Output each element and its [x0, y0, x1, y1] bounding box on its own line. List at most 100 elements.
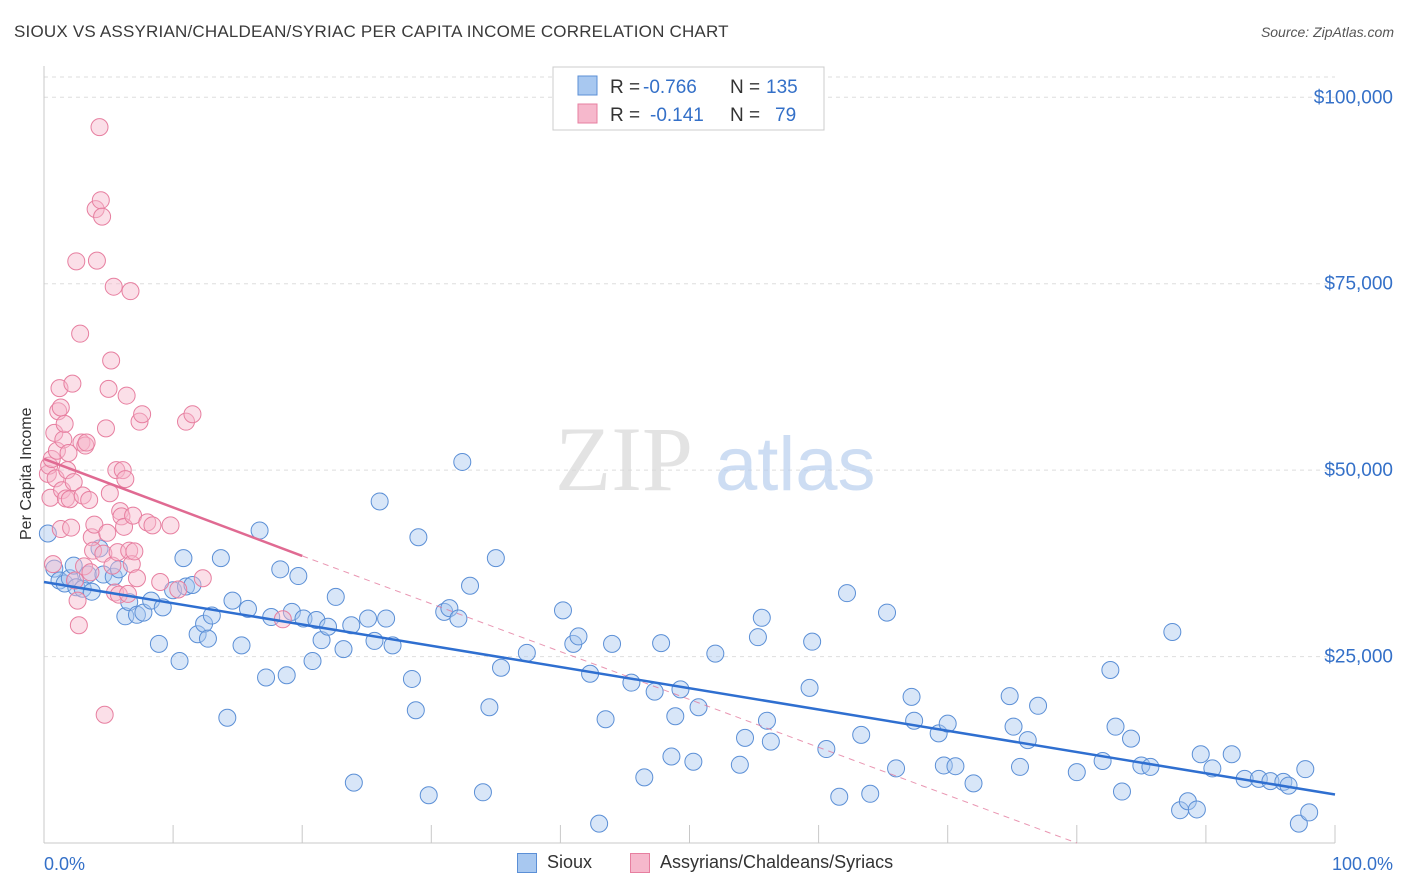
sioux-point-43 — [303, 652, 322, 671]
sioux-point-61 — [440, 599, 459, 618]
sioux-point-113 — [1029, 696, 1048, 715]
sioux-point-110 — [1004, 717, 1023, 736]
sioux-points — [38, 452, 1319, 833]
sioux-point-134 — [1289, 814, 1308, 833]
sioux-point-102 — [902, 687, 921, 706]
assyrian-point-75 — [177, 412, 196, 431]
assyrian-point-31 — [77, 433, 96, 452]
sioux-point-48 — [334, 640, 353, 659]
sioux-point-94 — [803, 632, 822, 651]
assyrian-point-19 — [62, 518, 81, 537]
assyrian-point-14 — [55, 414, 74, 433]
assyrian-point-62 — [120, 541, 139, 560]
assyrian-point-70 — [138, 513, 157, 532]
sioux-point-89 — [748, 628, 767, 647]
assyrian-point-20 — [63, 374, 82, 393]
sioux-point-79 — [645, 682, 664, 701]
sioux-point-44 — [307, 611, 326, 630]
legend-r-label-sioux: R = — [610, 77, 640, 98]
sioux-point-136 — [1300, 803, 1319, 822]
sioux-point-117 — [1106, 717, 1125, 736]
assyrian-trend-line — [43, 457, 303, 558]
assyrian-point-72 — [151, 573, 170, 591]
legend-swatch-sioux — [577, 75, 598, 96]
sioux-point-40 — [282, 602, 301, 621]
assyrian-trend-extended — [302, 555, 1077, 844]
sioux-point-56 — [402, 669, 421, 688]
sioux-point-108 — [964, 774, 983, 793]
sioux-point-53 — [370, 492, 389, 511]
sioux-point-83 — [671, 680, 690, 699]
assyrian-point-46 — [99, 379, 118, 398]
chart-title: SIOUX VS ASSYRIAN/CHALDEAN/SYRIAC PER CA… — [14, 22, 729, 41]
assyrian-point-63 — [121, 282, 140, 301]
assyrian-point-35 — [84, 541, 103, 560]
sioux-point-98 — [852, 725, 871, 744]
sioux-point-88 — [736, 728, 755, 747]
sioux-point-63 — [453, 452, 472, 471]
sioux-point-69 — [517, 643, 536, 662]
assyrian-point-77 — [193, 569, 212, 588]
legend-bottom-label-sioux: Sioux — [547, 852, 593, 872]
sioux-point-58 — [409, 528, 428, 547]
y-tick-label-3: $100,000 — [1314, 87, 1393, 108]
sioux-point-97 — [838, 584, 857, 603]
assyrian-point-36 — [85, 515, 104, 534]
legend-top: R = -0.766 N = 135 R = -0.141 N = 79 — [552, 66, 825, 131]
assyrian-point-21 — [64, 473, 83, 492]
assyrian-point-33 — [81, 563, 100, 582]
sioux-point-99 — [861, 784, 880, 803]
legend-item-sioux: Sioux — [517, 852, 592, 873]
sioux-point-34 — [238, 599, 257, 618]
assyrian-point-41 — [93, 207, 112, 226]
sioux-point-122 — [1163, 622, 1182, 641]
sioux-point-128 — [1222, 745, 1241, 764]
sioux-point-126 — [1191, 745, 1210, 764]
sioux-point-121 — [1141, 757, 1160, 776]
sioux-point-47 — [326, 587, 345, 606]
y-tick-labels: $25,000 $50,000 $75,000 $100,000 — [1314, 87, 1393, 667]
assyrian-point-40 — [91, 191, 110, 210]
legend-r-value-sioux: -0.766 — [643, 77, 697, 98]
sioux-point-67 — [486, 549, 505, 568]
watermark-atlas: atlas — [715, 422, 876, 507]
sioux-point-93 — [800, 678, 819, 697]
assyrian-point-17 — [59, 443, 78, 462]
y-tick-label-0: $25,000 — [1324, 647, 1393, 668]
sioux-point-135 — [1296, 760, 1315, 779]
assyrian-point-50 — [104, 277, 123, 296]
sioux-point-125 — [1187, 800, 1206, 819]
sioux-point-85 — [689, 698, 708, 717]
sioux-point-62 — [449, 609, 468, 628]
sioux-point-72 — [569, 627, 588, 646]
sioux-point-54 — [377, 609, 396, 628]
sioux-point-84 — [684, 752, 703, 771]
assyrian-point-32 — [80, 490, 99, 509]
sioux-point-28 — [198, 629, 217, 648]
sioux-point-23 — [174, 549, 193, 568]
assyrian-point-5 — [45, 423, 64, 442]
sioux-point-95 — [817, 740, 836, 759]
assyrian-point-30 — [76, 436, 95, 455]
sioux-point-19 — [149, 634, 168, 653]
assyrian-point-60 — [117, 386, 136, 405]
sioux-point-75 — [596, 710, 615, 729]
sioux-point-31 — [218, 708, 237, 727]
assyrian-point-71 — [143, 516, 162, 535]
assyrian-point-42 — [94, 544, 113, 563]
legend-bottom-swatch-sioux — [517, 852, 537, 873]
assyrian-point-39 — [90, 118, 109, 137]
assyrian-point-49 — [103, 556, 122, 575]
assyrian-point-7 — [47, 441, 66, 460]
assyrian-points — [38, 118, 292, 724]
y-tick-label-2: $75,000 — [1324, 274, 1393, 295]
legend-swatch-assyrian — [577, 103, 598, 124]
assyrian-point-44 — [96, 419, 115, 438]
sioux-point-114 — [1067, 763, 1086, 782]
assyrian-point-47 — [100, 484, 119, 503]
sioux-point-106 — [938, 714, 957, 733]
sioux-point-25 — [183, 575, 202, 594]
assyrian-point-37 — [86, 200, 105, 219]
sioux-point-36 — [257, 668, 276, 687]
sioux-point-33 — [232, 636, 251, 655]
